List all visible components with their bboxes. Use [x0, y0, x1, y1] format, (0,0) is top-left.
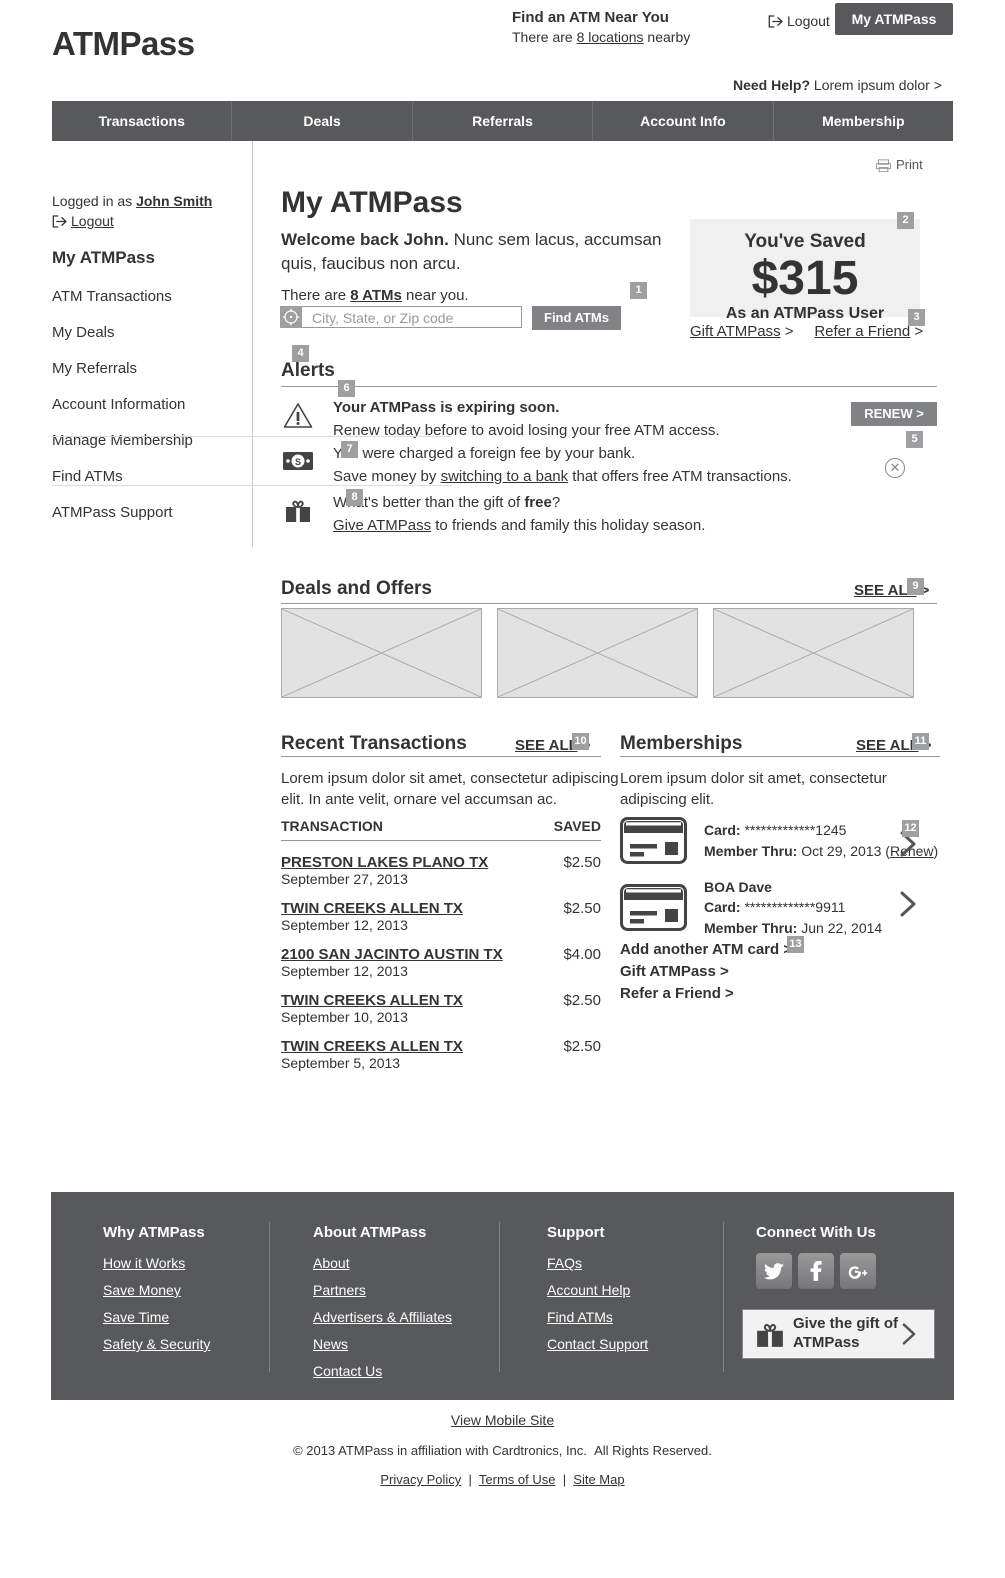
svg-text:S: S: [295, 457, 301, 467]
